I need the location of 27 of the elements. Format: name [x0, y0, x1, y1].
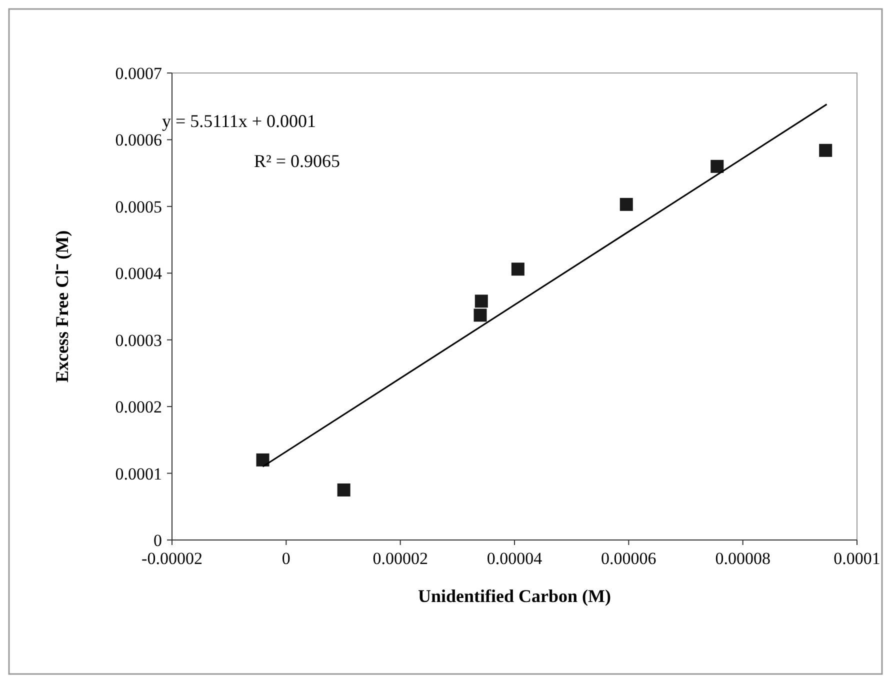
point [256, 453, 270, 466]
x-tick-label: 0.00008 [715, 549, 770, 568]
y-tick-label: 0.0001 [115, 464, 162, 484]
x-tick-label: 0.0001 [834, 549, 880, 568]
x-tick-label: 0 [282, 549, 290, 568]
annotation: R² = 0.9065 [254, 151, 340, 171]
y-axis-title: Excess Free Cl⁻ (M) [52, 230, 72, 383]
annotation: y = 5.5111x + 0.0001 [162, 111, 316, 131]
y-tick-label: 0.0003 [115, 330, 162, 350]
point [710, 160, 724, 173]
y-tick-label: 0 [154, 531, 162, 550]
x-tick-label: 0.00006 [601, 549, 656, 568]
y-tick-label: 0.0004 [115, 264, 162, 284]
point [337, 483, 350, 496]
point [474, 294, 488, 308]
y-tick-label: 0.0005 [115, 197, 162, 216]
point [474, 308, 487, 322]
y-tick-label: 0.0006 [115, 130, 162, 150]
y-tick-label: 0.0002 [115, 398, 162, 417]
y-tick-label: 0.0007 [115, 64, 162, 83]
point [620, 198, 633, 211]
x-axis-title: Unidentified Carbon (M) [418, 586, 612, 606]
x-tick-label: 0.00002 [372, 549, 428, 568]
point [511, 262, 524, 276]
point [819, 144, 832, 157]
x-tick-label: 0.00004 [486, 549, 543, 568]
x-tick-label: -0.00002 [142, 549, 202, 568]
